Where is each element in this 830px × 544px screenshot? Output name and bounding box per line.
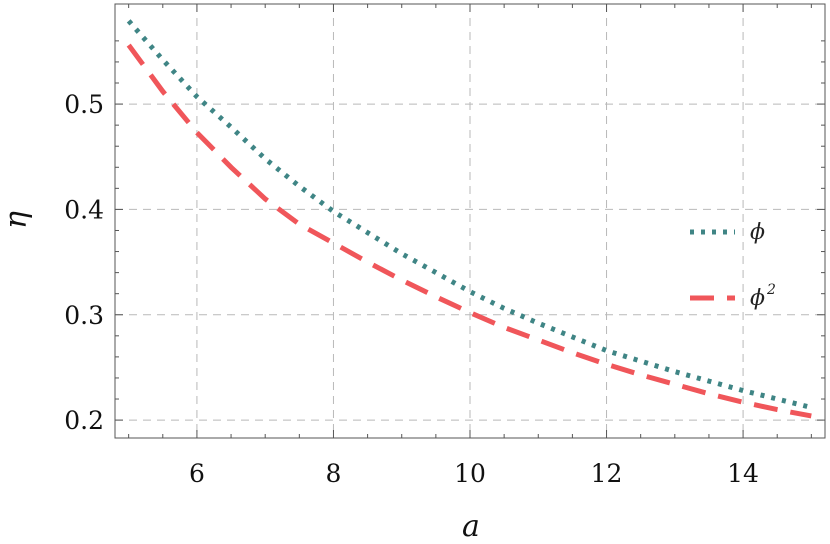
y-axis-label: η [0,211,34,229]
x-tick-label-0: 6 [189,459,205,488]
series-group [126,19,812,419]
tick-group: 6 8 10 12 14 0.2 0.3 0.4 0.5 [64,4,825,488]
x-axis-label: a [462,509,480,544]
y-tick-label-0: 0.2 [64,406,104,435]
series-line-1 [126,43,812,419]
x-tick-label-2: 10 [454,459,486,488]
y-tick-label-2: 0.4 [64,195,104,224]
series-line-0 [126,19,812,410]
y-tick-label-1: 0.3 [64,301,104,330]
grid [115,4,825,438]
legend-label-0: ϕ [750,220,765,245]
legend: ϕ ϕ 2 [690,220,776,311]
x-tick-label-3: 12 [591,459,623,488]
x-tick-label-4: 14 [727,459,759,488]
y-tick-label-3: 0.5 [64,90,104,119]
x-tick-label-1: 8 [326,459,342,488]
legend-label-sup-1: 2 [766,282,776,298]
